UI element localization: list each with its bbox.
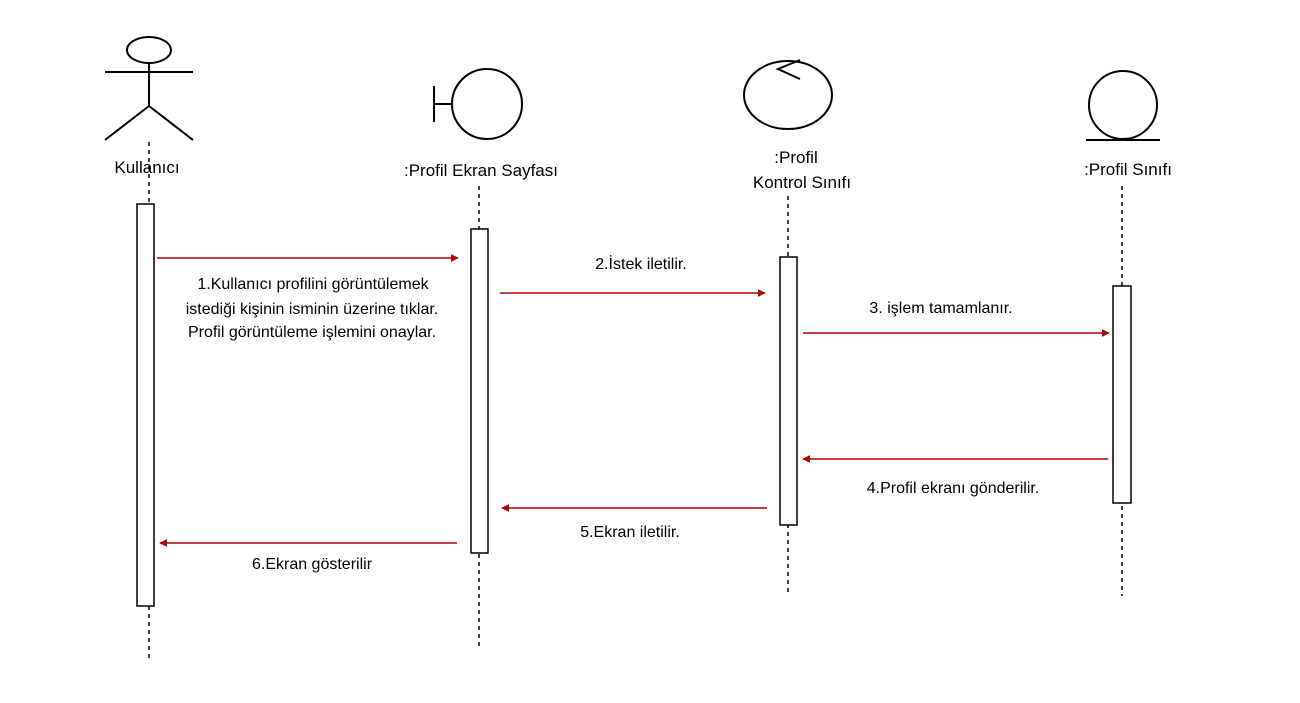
- message-1[interactable]: 1.Kullanıcı profilini görüntülemek isted…: [157, 254, 459, 341]
- participant-control[interactable]: :Profil Kontrol Sınıfı: [743, 59, 851, 595]
- message-label: 3. işlem tamamlanır.: [869, 300, 1012, 317]
- participant-entity[interactable]: :Profil Sınıfı: [1084, 70, 1172, 596]
- message-label: 4.Profil ekranı gönderilir.: [867, 480, 1040, 497]
- message-label: 5.Ekran iletilir.: [580, 524, 680, 541]
- actor-icon: [104, 36, 194, 141]
- control-icon: [743, 59, 833, 130]
- participant-label-line2: Kontrol Sınıfı: [753, 173, 851, 192]
- message-3[interactable]: 3. işlem tamamlanır.: [803, 300, 1110, 337]
- message-label: 2.İstek iletilir.: [595, 254, 687, 273]
- message-label: 6.Ekran gösterilir: [252, 556, 373, 573]
- participant-label-line1: :Profil: [774, 148, 817, 167]
- activation-bar: [136, 203, 155, 607]
- message-4[interactable]: 4.Profil ekranı gönderilir.: [802, 455, 1108, 497]
- participant-label: Kullanıcı: [114, 158, 179, 177]
- participant-screen[interactable]: :Profil Ekran Sayfası: [404, 68, 558, 650]
- boundary-icon: [433, 68, 523, 140]
- participant-user[interactable]: Kullanıcı: [104, 36, 194, 660]
- activation-bar: [1112, 285, 1132, 504]
- message-5[interactable]: 5.Ekran iletilir.: [501, 504, 767, 541]
- message-6[interactable]: 6.Ekran gösterilir: [159, 539, 457, 573]
- message-label-line2: istediği kişinin isminin üzerine tıklar.: [186, 301, 439, 318]
- message-label-line3: Profil görüntüleme işlemini onaylar.: [188, 324, 436, 341]
- entity-icon: [1086, 70, 1160, 141]
- message-label-line1: 1.Kullanıcı profilini görüntülemek: [197, 276, 429, 293]
- activation-bar: [470, 228, 489, 554]
- activation-bar: [779, 256, 798, 526]
- message-2[interactable]: 2.İstek iletilir.: [500, 254, 766, 297]
- participant-label: :Profil Sınıfı: [1084, 160, 1172, 179]
- participant-label: :Profil Ekran Sayfası: [404, 161, 558, 180]
